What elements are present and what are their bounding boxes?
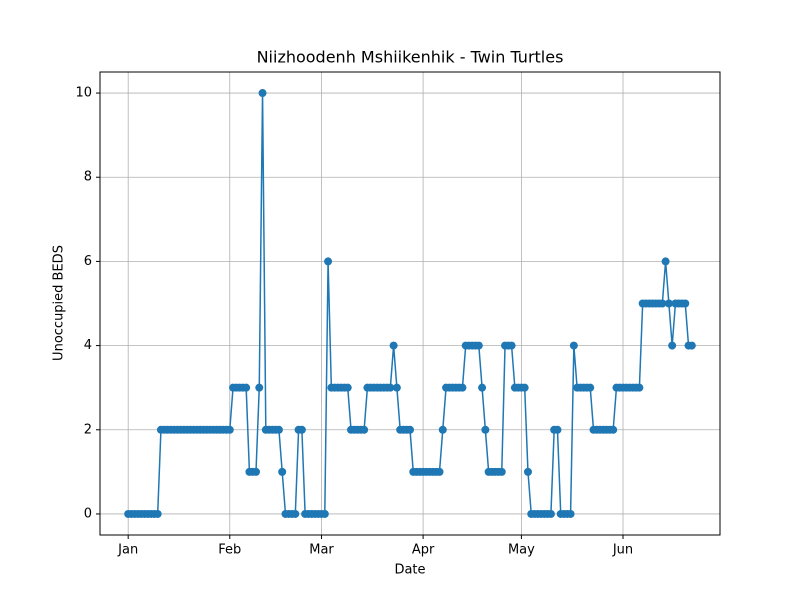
y-tick-label: 10 [75,86,92,101]
data-point [507,341,516,350]
data-point [553,425,562,434]
data-point [291,509,300,518]
data-point [664,299,673,308]
chart-title: Niizhoodenh Mshiikenhik - Twin Turtles [257,48,564,67]
data-point [242,383,251,392]
data-point [225,425,234,434]
data-point [668,341,677,350]
data-point [478,383,487,392]
data-point [635,383,644,392]
data-point [474,341,483,350]
data-point [609,425,618,434]
data-point [658,299,667,308]
data-point [661,257,670,266]
data-point [274,425,283,434]
data-point [566,509,575,518]
data-point [255,383,264,392]
data-point [297,425,306,434]
y-tick-label: 0 [84,506,92,521]
x-tick-label: Jun [612,543,633,558]
data-point [320,509,329,518]
data-point [586,383,595,392]
y-tick-label: 4 [84,338,92,353]
data-point [546,509,555,518]
y-tick-label: 2 [84,422,92,437]
y-axis-label: Unoccupied BEDS [52,245,67,361]
y-tick-label: 6 [84,254,92,269]
x-tick-label: Feb [218,543,241,558]
data-point [681,299,690,308]
data-point [438,425,447,434]
data-point [520,383,529,392]
x-tick-label: Apr [412,543,435,558]
data-point [481,425,490,434]
data-point [406,425,414,434]
y-tick-label: 8 [84,170,92,185]
data-point [251,467,260,476]
data-point [278,467,287,476]
data-point [153,509,162,518]
data-point [497,467,506,476]
data-point [523,467,532,476]
x-axis-label: Date [394,563,425,578]
data-point [343,383,352,392]
data-point [687,341,696,350]
data-point [324,257,333,266]
x-tick-label: Mar [309,543,334,558]
x-tick-label: Jan [117,543,138,558]
data-point [435,467,444,476]
data-point [569,341,578,350]
data-point [458,383,467,392]
data-point [258,89,267,98]
data-point [392,383,401,392]
plot-frame [99,71,721,536]
x-tick-label: May [508,543,535,558]
data-point [386,383,395,392]
series-line [128,93,692,515]
data-point [360,425,369,434]
data-point [389,341,398,350]
